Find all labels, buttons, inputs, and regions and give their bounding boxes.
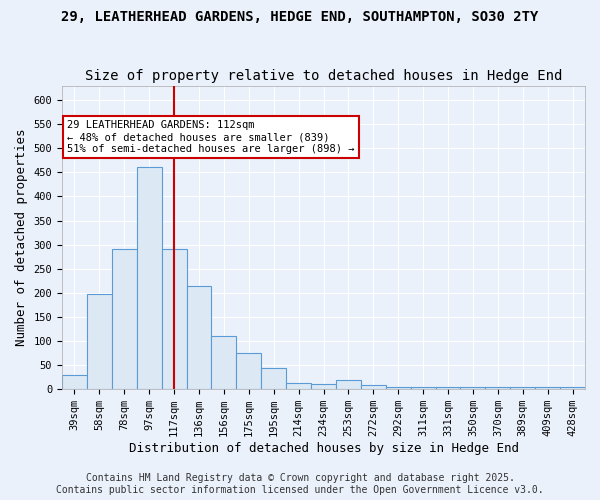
Bar [311, 384, 336, 389]
Bar [510, 387, 535, 389]
Bar [336, 380, 361, 389]
Bar [460, 387, 485, 389]
Bar [286, 384, 311, 389]
Bar [386, 387, 410, 389]
Bar [436, 387, 460, 389]
Bar [410, 387, 436, 389]
Bar [485, 387, 510, 389]
Bar [211, 336, 236, 389]
Bar [261, 368, 286, 389]
Bar [560, 387, 585, 389]
Bar [137, 168, 161, 389]
Text: 29, LEATHERHEAD GARDENS, HEDGE END, SOUTHAMPTON, SO30 2TY: 29, LEATHERHEAD GARDENS, HEDGE END, SOUT… [61, 10, 539, 24]
Text: Contains HM Land Registry data © Crown copyright and database right 2025.
Contai: Contains HM Land Registry data © Crown c… [56, 474, 544, 495]
Title: Size of property relative to detached houses in Hedge End: Size of property relative to detached ho… [85, 69, 562, 83]
X-axis label: Distribution of detached houses by size in Hedge End: Distribution of detached houses by size … [128, 442, 518, 455]
Bar [535, 387, 560, 389]
Text: 29 LEATHERHEAD GARDENS: 112sqm
← 48% of detached houses are smaller (839)
51% of: 29 LEATHERHEAD GARDENS: 112sqm ← 48% of … [67, 120, 355, 154]
Bar [112, 250, 137, 389]
Bar [361, 386, 386, 389]
Bar [236, 353, 261, 389]
Y-axis label: Number of detached properties: Number of detached properties [15, 128, 28, 346]
Bar [87, 294, 112, 389]
Bar [187, 286, 211, 389]
Bar [62, 375, 87, 389]
Bar [161, 250, 187, 389]
